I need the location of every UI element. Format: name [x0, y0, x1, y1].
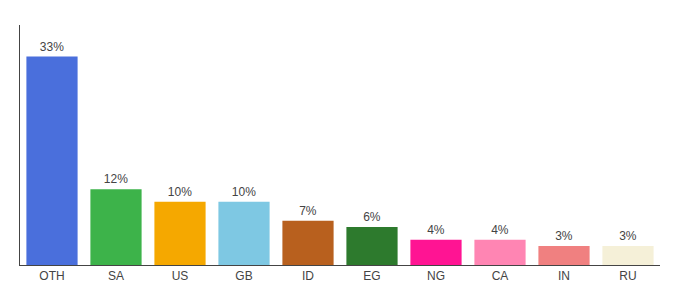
- svg-text:SA: SA: [108, 269, 124, 283]
- svg-text:4%: 4%: [427, 223, 445, 237]
- svg-text:33%: 33%: [40, 40, 64, 54]
- svg-text:6%: 6%: [363, 210, 381, 224]
- svg-text:12%: 12%: [104, 172, 128, 186]
- svg-text:4%: 4%: [491, 223, 509, 237]
- svg-text:OTH: OTH: [39, 269, 64, 283]
- svg-text:7%: 7%: [299, 204, 317, 218]
- svg-text:US: US: [172, 269, 189, 283]
- svg-text:RU: RU: [619, 269, 636, 283]
- svg-text:3%: 3%: [555, 229, 573, 243]
- svg-text:10%: 10%: [168, 185, 192, 199]
- svg-text:GB: GB: [235, 269, 252, 283]
- svg-text:ID: ID: [302, 269, 314, 283]
- svg-text:CA: CA: [492, 269, 509, 283]
- svg-text:IN: IN: [558, 269, 570, 283]
- svg-text:EG: EG: [363, 269, 380, 283]
- svg-text:10%: 10%: [232, 185, 256, 199]
- svg-text:3%: 3%: [619, 229, 637, 243]
- svg-text:NG: NG: [427, 269, 445, 283]
